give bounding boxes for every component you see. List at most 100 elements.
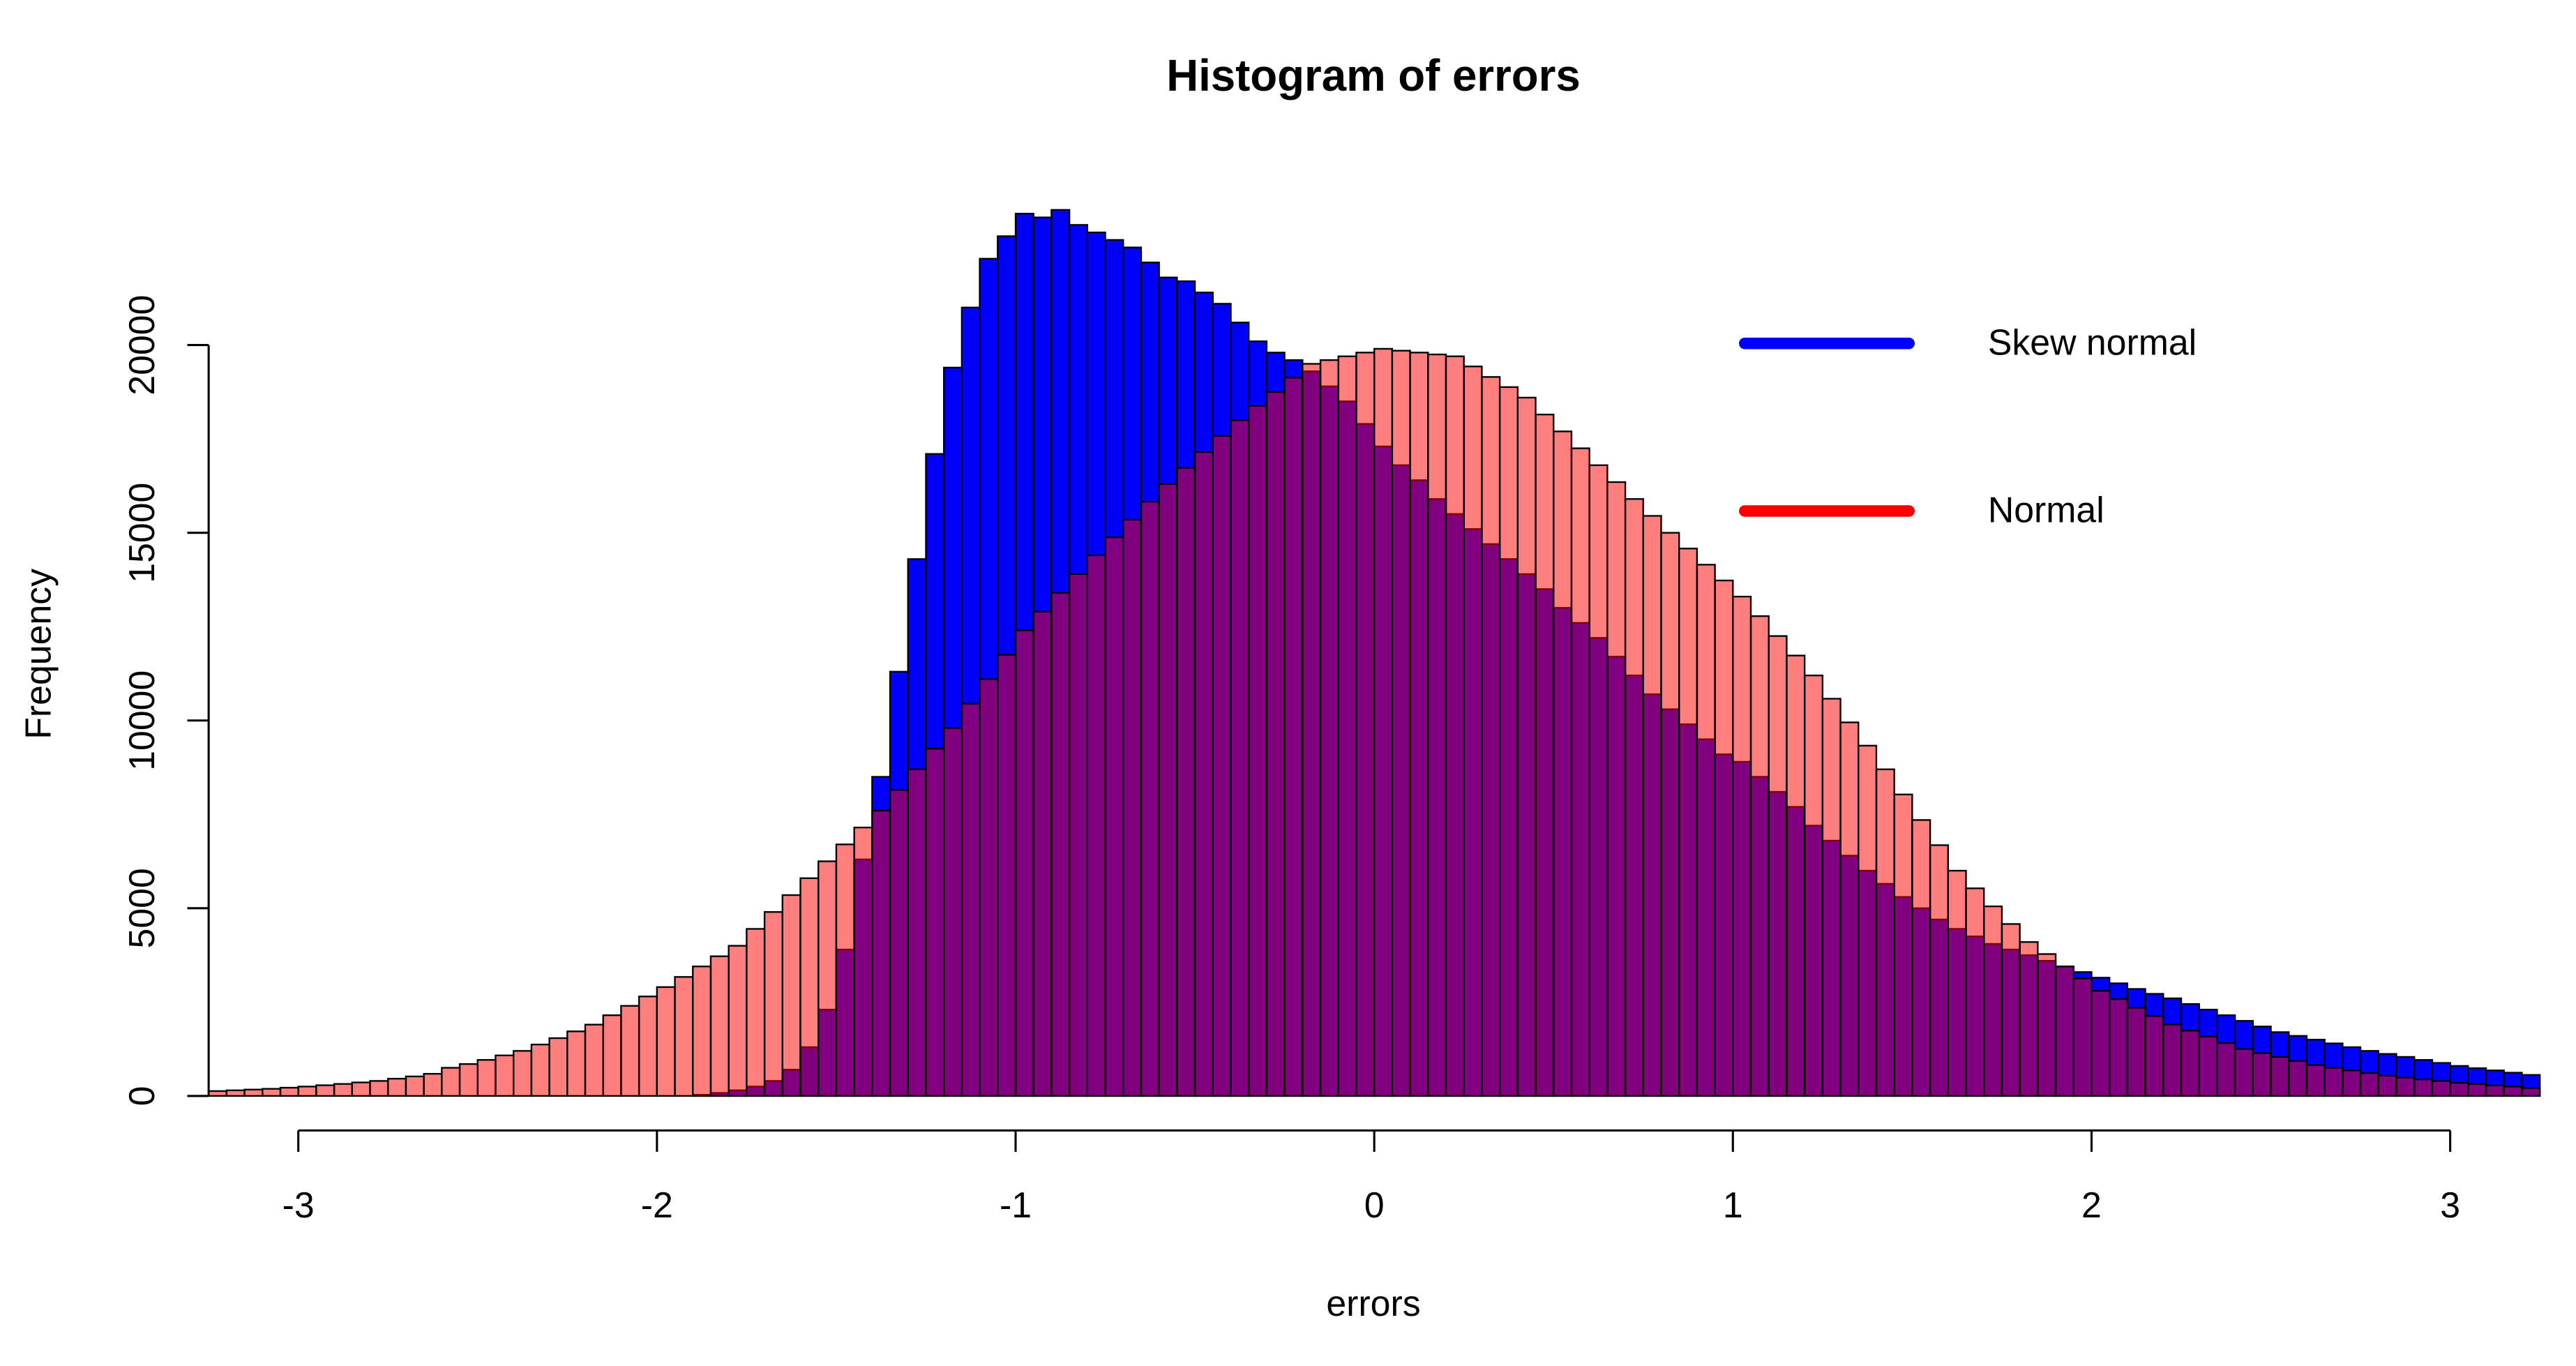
histogram-bar (853, 826, 873, 1097)
histogram-bar (961, 703, 981, 1097)
legend-label: Normal (1988, 490, 2104, 530)
histogram-bar (1158, 483, 1178, 1097)
histogram-bar (925, 747, 945, 1097)
histogram-bar (1319, 359, 1339, 1097)
histogram-bar (1839, 721, 1860, 1097)
histogram-bar (1929, 844, 1949, 1097)
histogram-bar (243, 1088, 264, 1097)
histogram-bar (799, 877, 820, 1097)
histogram-bar (2305, 1064, 2326, 1097)
histogram-bar (2108, 998, 2129, 1097)
histogram-bar (1230, 419, 1250, 1097)
histogram-bar (2144, 1015, 2164, 1097)
histogram-bar (1696, 564, 1716, 1097)
histogram-bar (405, 1075, 425, 1097)
histogram-bar (584, 1023, 604, 1097)
histogram-bar (2467, 1083, 2487, 1097)
histogram-bar (2270, 1056, 2290, 1097)
histogram-bar (1893, 793, 1913, 1097)
histogram-bar (2449, 1081, 2469, 1097)
histogram-bar (746, 928, 766, 1097)
histogram-bar (674, 976, 694, 1097)
x-tick-label: -3 (283, 1185, 315, 1225)
histogram-bar (1050, 592, 1071, 1097)
histogram-bar (1732, 595, 1752, 1097)
histogram-bar (423, 1072, 443, 1097)
histogram-bar (602, 1014, 622, 1097)
histogram-bar (907, 768, 927, 1097)
histogram-bar (2485, 1084, 2505, 1097)
histogram-bar (1516, 396, 1537, 1097)
histogram-bar (2342, 1069, 2362, 1097)
histogram-bar (548, 1037, 568, 1097)
histogram-bar (1355, 352, 1376, 1097)
histogram-bar (2521, 1087, 2541, 1097)
histogram-bar (1068, 573, 1088, 1097)
histogram-bar (2162, 1023, 2183, 1097)
histogram-bar (1642, 515, 1662, 1097)
x-tick-label: 2 (2081, 1185, 2102, 1225)
histogram-bar (1265, 391, 1286, 1097)
histogram-bar (1140, 500, 1160, 1097)
x-tick-label: 0 (1364, 1185, 1385, 1225)
histogram-bar (728, 945, 748, 1097)
histogram-bar (351, 1081, 371, 1097)
histogram-bar (387, 1077, 407, 1097)
histogram-bar (1553, 430, 1573, 1097)
histogram-bar (566, 1030, 587, 1097)
x-tick-label: 3 (2440, 1185, 2460, 1225)
histogram-bar (1122, 518, 1143, 1097)
histogram-bar (2377, 1074, 2397, 1097)
histogram-bar (1104, 536, 1124, 1097)
histogram-bar (2072, 977, 2093, 1097)
histogram-bar (1086, 554, 1106, 1097)
histogram-bar (709, 955, 730, 1097)
x-axis-label: errors (1326, 1283, 1420, 1323)
histogram-bar (1911, 819, 1931, 1097)
histogram-bar (620, 1005, 640, 1097)
histogram-bar (1409, 352, 1429, 1097)
histogram-bar (1875, 768, 1895, 1097)
y-tick-label: 5000 (121, 868, 162, 948)
histogram-bar (1678, 548, 1698, 1097)
histogram-bar (835, 843, 855, 1097)
histogram-bar (638, 996, 658, 1097)
x-tick-label: -1 (1000, 1185, 1032, 1225)
histogram-bar (2019, 941, 2039, 1097)
histogram-bar (495, 1054, 515, 1097)
y-tick-label: 0 (121, 1086, 162, 1106)
y-axis-label: Frequency (18, 569, 59, 740)
histogram-bar (207, 1090, 228, 1097)
histogram-bar (1606, 481, 1627, 1097)
histogram-bar (1445, 355, 1465, 1097)
histogram-bar (262, 1088, 282, 1097)
histogram-bar (333, 1083, 353, 1097)
x-tick-label: 1 (1723, 1185, 1743, 1225)
y-tick-label: 10000 (121, 670, 162, 771)
histogram-bar (2323, 1067, 2344, 1097)
histogram-bar (1588, 464, 1609, 1097)
histogram-bar (1535, 413, 1555, 1097)
histogram-bar (1373, 347, 1394, 1097)
histogram-bar (2216, 1042, 2236, 1097)
histogram-bar (1463, 366, 1483, 1097)
y-tick-label: 15000 (121, 483, 162, 583)
histogram-bar (1570, 447, 1590, 1097)
histogram-bar (781, 894, 801, 1097)
histogram-bar (369, 1080, 389, 1097)
legend-label: Skew normal (1988, 322, 2197, 362)
histogram-bar (692, 966, 712, 1097)
histogram-bar (1624, 498, 1644, 1097)
histogram-bar (2054, 966, 2074, 1097)
histogram-bar (656, 986, 676, 1097)
histogram-bar (1714, 579, 1734, 1097)
histogram-bar (997, 654, 1017, 1097)
histogram-bar (2180, 1030, 2200, 1097)
histogram-bar (2413, 1079, 2434, 1097)
histogram-bar (979, 678, 999, 1097)
histogram-bar (1391, 350, 1411, 1097)
histogram-bar (1947, 869, 1967, 1097)
histogram-bar (1803, 675, 1824, 1097)
histogram-bar (1498, 386, 1519, 1097)
histogram-bar (297, 1086, 317, 1097)
